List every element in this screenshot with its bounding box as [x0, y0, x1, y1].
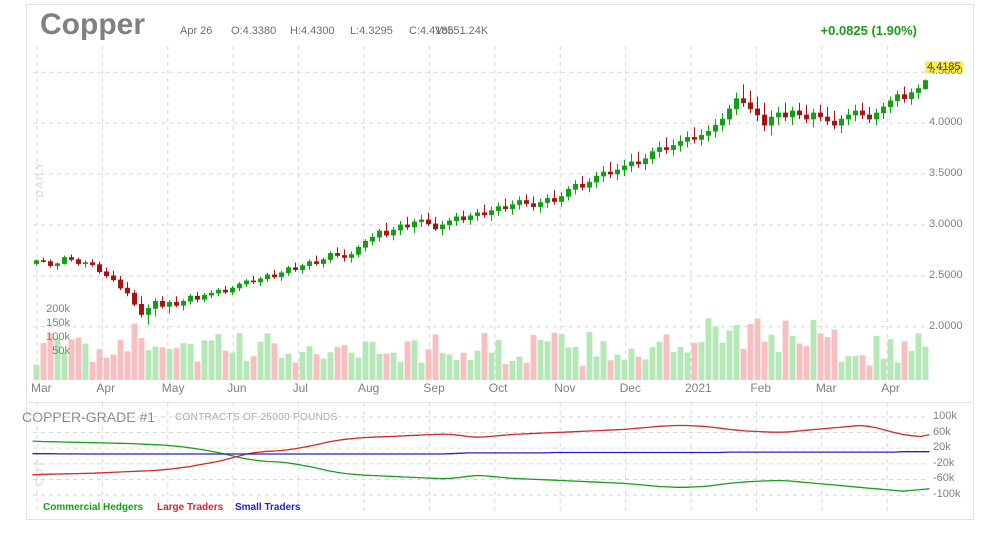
- volume-axis-tick: 50k: [52, 345, 70, 357]
- x-axis-tick: Jun: [227, 381, 247, 395]
- cot-subtitle: CONTRACTS OF 25000 POUNDS: [175, 412, 338, 423]
- last-price-tag: 4.4185: [925, 61, 963, 73]
- price-axis-tick: 3.5000: [929, 167, 963, 180]
- cot-axis-tick: -20k: [933, 456, 955, 469]
- quote-date: Apr 26: [180, 25, 213, 37]
- cot-title: COPPER-GRADE #1: [22, 409, 156, 425]
- price-axis-tick: 4.0000: [929, 116, 963, 129]
- volume-axis-tick: 100k: [46, 331, 70, 343]
- cot-chart[interactable]: [27, 403, 973, 519]
- x-axis-tick: Dec: [619, 381, 641, 395]
- x-axis-tick: Mar: [31, 381, 52, 395]
- cot-series-large-traders: [32, 424, 930, 476]
- x-axis-tick: Aug: [358, 381, 380, 395]
- quote-high: H:4.4300: [290, 25, 335, 37]
- cot-axis-tick: 100k: [933, 409, 957, 422]
- x-axis-tick: Apr: [881, 381, 900, 395]
- price-axis-tick: 4.5000: [929, 65, 963, 78]
- legend-commercial-hedgers[interactable]: Commercial Hedgers: [43, 502, 144, 513]
- quote-close: C:4.4185: [409, 25, 454, 37]
- chart-header: Copper Apr 26 O:4.3380 H:4.4300 L:4.3295…: [0, 0, 983, 48]
- x-axis-tick: May: [161, 381, 185, 395]
- cot-series-commercial-hedgers: [32, 440, 930, 492]
- cot-axis-tick: -60k: [933, 472, 955, 485]
- candlesticks: [34, 79, 928, 325]
- volume-axis-tick: 200k: [46, 303, 70, 315]
- panel-separator: [27, 402, 973, 403]
- quote-open: O:4.3380: [231, 25, 277, 37]
- volume-bars: [33, 318, 929, 380]
- chart-frame: [26, 4, 974, 520]
- x-axis-tick: Sep: [423, 381, 445, 395]
- cot-axis-tick: -100k: [933, 488, 961, 501]
- volume-axis-tick: 150k: [46, 317, 70, 329]
- x-axis-tick: Jul: [292, 381, 308, 395]
- x-axis-tick: 2021: [685, 381, 712, 395]
- price-chart[interactable]: [27, 42, 973, 390]
- quote-volume: Vol:51.24K: [435, 25, 489, 37]
- legend-small-traders[interactable]: Small Traders: [235, 502, 301, 513]
- price-change: +0.0825 (1.90%): [820, 23, 917, 38]
- quote-low: L:4.3295: [350, 25, 393, 37]
- price-axis-tick: 2.5000: [929, 268, 963, 281]
- symbol-title: Copper: [40, 8, 145, 41]
- legend-large-traders[interactable]: Large Traders: [157, 502, 224, 513]
- price-axis-tick: 2.0000: [929, 319, 963, 332]
- x-axis-tick: Apr: [96, 381, 116, 395]
- cot-axis-tick: 20k: [933, 441, 951, 454]
- price-axis-tick: 3.0000: [929, 217, 963, 230]
- x-axis-tick: Mar: [815, 381, 837, 395]
- cot-axis-tick: 60k: [933, 425, 951, 438]
- x-axis-tick: Oct: [488, 381, 508, 395]
- x-axis-tick: Feb: [750, 381, 772, 395]
- x-axis-tick: Nov: [554, 381, 576, 395]
- cot-series-small-traders: [32, 451, 930, 455]
